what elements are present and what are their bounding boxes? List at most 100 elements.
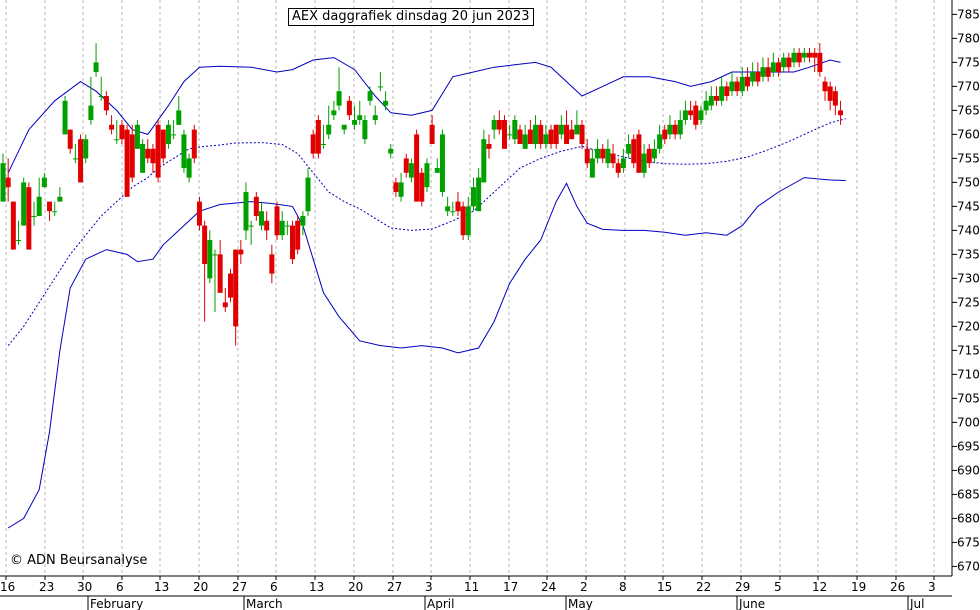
candle-body bbox=[408, 163, 414, 178]
candle-body bbox=[310, 134, 316, 154]
candle-body bbox=[812, 52, 818, 58]
candle-body bbox=[346, 100, 352, 116]
candle-body bbox=[26, 187, 32, 250]
candle-body bbox=[626, 144, 632, 154]
candle-body bbox=[0, 163, 6, 202]
x-tick-label: 30 bbox=[77, 580, 92, 594]
x-tick-label: 22 bbox=[696, 580, 711, 594]
candle-body bbox=[16, 240, 22, 241]
candle-body bbox=[238, 249, 244, 255]
candle-body bbox=[305, 177, 311, 212]
candle-body bbox=[145, 148, 151, 159]
x-tick-label: 6 bbox=[270, 580, 278, 594]
candle-body bbox=[729, 81, 735, 92]
candle-body bbox=[553, 124, 559, 144]
candle-body bbox=[434, 168, 440, 173]
y-tick-label: 670 bbox=[957, 559, 980, 573]
candle-body bbox=[274, 206, 280, 236]
candle-body bbox=[419, 172, 425, 202]
candle-body bbox=[538, 124, 544, 144]
y-tick-label: 695 bbox=[957, 439, 980, 453]
candle-body bbox=[579, 124, 585, 144]
candle-body bbox=[470, 187, 476, 207]
candle-body bbox=[501, 120, 507, 149]
month-label: Jul bbox=[909, 597, 924, 610]
candle-body bbox=[600, 148, 606, 159]
candle-body bbox=[507, 134, 513, 136]
candle-body bbox=[512, 120, 518, 140]
candle-body bbox=[708, 96, 714, 106]
y-tick-label: 770 bbox=[957, 79, 980, 93]
candle-body bbox=[672, 124, 678, 135]
y-tick-label: 685 bbox=[957, 487, 980, 501]
y-tick-label: 690 bbox=[957, 463, 980, 477]
candle-body bbox=[300, 216, 306, 226]
candle-body bbox=[321, 144, 327, 145]
candle-body bbox=[662, 129, 668, 140]
candle-body bbox=[264, 220, 270, 231]
upper-band bbox=[7, 57, 841, 174]
candle-body bbox=[326, 124, 332, 135]
candle-body bbox=[341, 124, 347, 130]
candle-body bbox=[455, 201, 461, 212]
candle-body bbox=[486, 144, 492, 149]
candle-body bbox=[734, 81, 740, 92]
x-tick-label: 12 bbox=[812, 580, 827, 594]
candle-body bbox=[822, 81, 828, 92]
candle-body bbox=[465, 206, 471, 236]
x-tick-label: 13 bbox=[309, 580, 324, 594]
candle-body bbox=[284, 225, 290, 227]
candle-body bbox=[93, 62, 99, 72]
candle-body bbox=[414, 134, 420, 202]
x-tick-label: 20 bbox=[348, 580, 363, 594]
candle-body bbox=[196, 201, 202, 226]
candle-body bbox=[615, 163, 621, 173]
candle-body bbox=[227, 273, 233, 298]
x-tick-label: 15 bbox=[657, 580, 672, 594]
candle-body bbox=[207, 240, 213, 279]
candle-body bbox=[564, 124, 570, 144]
candle-body bbox=[181, 134, 187, 168]
candle-body bbox=[719, 86, 725, 101]
lower-band bbox=[7, 177, 846, 529]
candle-body bbox=[119, 124, 125, 140]
x-tick-label: 27 bbox=[387, 580, 402, 594]
candle-body bbox=[295, 220, 301, 250]
x-tick-label: 23 bbox=[39, 580, 54, 594]
y-tick-label: 740 bbox=[957, 223, 980, 237]
candle-body bbox=[248, 225, 254, 227]
month-label: April bbox=[427, 597, 454, 610]
candle-body bbox=[315, 120, 321, 154]
candle-body bbox=[171, 134, 177, 136]
candle-body bbox=[522, 134, 528, 149]
x-tick-label: 16 bbox=[0, 580, 15, 594]
y-tick-label: 710 bbox=[957, 367, 980, 381]
candle-body bbox=[253, 196, 259, 216]
candle-body bbox=[558, 124, 564, 135]
candle-body bbox=[41, 177, 47, 188]
candle-body bbox=[140, 144, 146, 173]
candle-body bbox=[724, 86, 730, 96]
candle-body bbox=[817, 52, 823, 72]
candle-body bbox=[5, 177, 11, 188]
chart-title: AEX daggrafiek dinsdag 20 jun 2023 bbox=[288, 8, 534, 26]
candle-body bbox=[703, 100, 709, 111]
x-tick-label: 29 bbox=[735, 580, 750, 594]
month-label: May bbox=[568, 597, 593, 610]
candle-body bbox=[191, 129, 197, 159]
candle-body bbox=[651, 148, 657, 159]
y-tick-label: 700 bbox=[957, 415, 980, 429]
candle-body bbox=[688, 110, 694, 116]
candle-body bbox=[496, 120, 502, 130]
candle-body bbox=[610, 153, 616, 164]
candle-body bbox=[202, 225, 208, 264]
candle-body bbox=[222, 302, 228, 308]
candle-body bbox=[377, 86, 383, 88]
candle-body bbox=[160, 129, 166, 159]
candle-body bbox=[755, 72, 761, 82]
y-tick-label: 705 bbox=[957, 391, 980, 405]
candle-body bbox=[331, 110, 337, 116]
y-tick-label: 785 bbox=[957, 7, 980, 21]
candle-body bbox=[383, 100, 389, 106]
